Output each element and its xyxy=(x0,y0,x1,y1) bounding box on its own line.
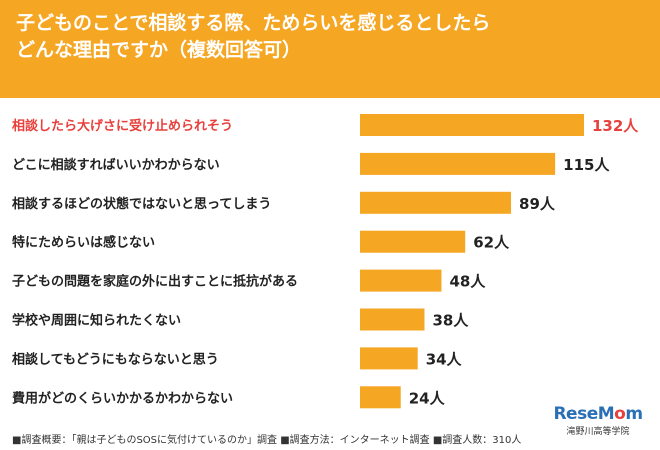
category-label: 費用がどのくらいかかるかわからない xyxy=(12,390,233,406)
value-label: 132人 xyxy=(592,117,639,135)
bar xyxy=(360,191,512,214)
bar xyxy=(360,114,584,136)
value-label: 115人 xyxy=(563,156,610,174)
value-label: 38人 xyxy=(432,312,469,330)
chart-title-line-1: 子どものことで相談する際、ためらいを感じるとしたら xyxy=(16,12,491,34)
bar xyxy=(360,269,442,292)
survey-note: ■調査概要：「親は子どものSOSに気付けているのか」調査 ■調査方法：インターネ… xyxy=(12,435,522,446)
category-label: 相談するほどの状態ではないと思ってしまう xyxy=(12,196,271,212)
logo-caption: 滝野川高等学院 xyxy=(566,427,630,437)
logo-mark: ReseMom xyxy=(553,404,643,424)
bar xyxy=(360,308,425,331)
category-label: 相談してもどうにもならないと思う xyxy=(12,351,219,367)
bar xyxy=(360,152,556,175)
category-label: 子どもの問題を家庭の外に出すことに抵抗がある xyxy=(12,274,298,290)
category-label: 相談したら大げさに受け止められそう xyxy=(12,118,233,134)
value-label: 89人 xyxy=(519,195,556,213)
value-label: 34人 xyxy=(426,350,463,368)
category-label: 学校や周囲に知られたくない xyxy=(12,313,181,329)
value-label: 48人 xyxy=(449,273,486,291)
chart-title-line-2: どんな理由ですか（複数回答可） xyxy=(16,39,302,61)
bar xyxy=(360,230,466,253)
value-label: 62人 xyxy=(473,234,510,252)
chart-header: 子どものことで相談する際、ためらいを感じるとしたら どんな理由ですか（複数回答可… xyxy=(0,0,660,98)
category-label: どこに相談すればいいかわからない xyxy=(12,157,220,173)
category-label: 特にためらいは感じない xyxy=(12,235,155,251)
bar xyxy=(360,386,401,409)
bar xyxy=(360,347,418,370)
resemom-logo: ReseMom 滝野川高等学院 xyxy=(548,404,648,438)
value-label: 24人 xyxy=(409,389,446,407)
